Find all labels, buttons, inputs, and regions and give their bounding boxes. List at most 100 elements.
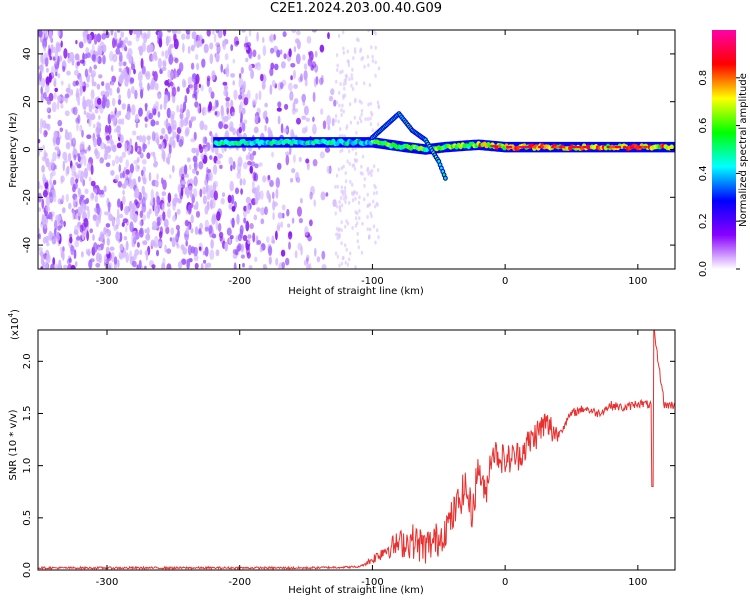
noise-blob [281,204,286,211]
noise-blob [97,104,102,109]
noise-blob [342,192,345,197]
noise-blob [363,64,366,69]
noise-blob [229,235,234,240]
noise-blob [118,94,121,100]
noise-blob [125,225,128,233]
noise-blob [136,157,140,163]
trace-point [556,145,560,149]
noise-blob [114,31,117,40]
noise-blob [230,73,236,78]
noise-blob [44,182,49,189]
noise-blob [137,165,140,170]
noise-blob [290,75,293,81]
noise-blob [336,63,339,68]
trace-point [583,145,587,149]
colorbar-tick-label: 0.4 [698,165,709,181]
x-tick-label: 0 [502,276,508,287]
noise-blob [75,161,79,166]
noise-blob [71,58,75,64]
trace-point [636,145,640,149]
noise-blob [171,87,177,97]
noise-blob [154,180,159,188]
noise-blob [193,37,197,48]
noise-blob [372,199,375,204]
noise-blob [237,243,242,252]
trace-point [492,145,497,148]
noise-blob [186,87,190,95]
noise-blob [248,265,253,269]
noise-blob [96,136,102,147]
noise-blob [293,154,296,164]
noise-blob [312,123,317,135]
noise-blob [344,260,347,265]
noise-blob [181,33,186,40]
noise-blob [45,196,51,207]
noise-blob [246,89,251,100]
noise-blob [44,57,49,67]
noise-blob [324,147,331,153]
noise-blob [376,168,380,173]
noise-blob [187,244,192,256]
noise-blob [211,233,217,239]
noise-blob [296,117,301,125]
noise-blob [215,160,221,165]
noise-blob [367,63,370,68]
noise-blob [354,196,357,201]
noise-blob [64,110,70,117]
noise-blob [57,147,60,155]
noise-blob [136,30,141,39]
noise-blob [283,53,287,60]
noise-blob [256,240,262,245]
noise-blob [55,71,58,77]
noise-blob [45,96,50,102]
noise-blob [304,79,308,87]
noise-blob [319,44,325,53]
noise-blob [146,152,151,159]
secondary-trace-point [442,173,446,177]
noise-blob [85,47,90,54]
noise-blob [154,82,159,91]
noise-blob [41,165,45,173]
noise-blob [304,226,309,236]
noise-blob [351,76,354,81]
noise-blob [346,49,349,54]
noise-blob [93,64,97,70]
noise-blob [228,237,232,245]
colorbar-tick-label: 0.8 [698,70,709,86]
noise-blob [201,38,205,44]
noise-blob [141,159,147,165]
noise-blob [175,224,180,231]
noise-blob [150,239,155,247]
noise-blob [109,50,114,62]
noise-blob [50,65,55,77]
noise-blob [102,54,106,65]
noise-blob [118,253,124,260]
noise-blob [166,107,171,119]
noise-blob [48,30,53,40]
noise-blob [89,98,94,108]
noise-blob [353,157,357,162]
spectrogram-x-label: Height of straight line (km) [288,286,424,297]
noise-blob [171,124,177,131]
noise-blob [245,196,251,204]
noise-blob [150,119,156,127]
noise-blob [235,40,240,45]
noise-blob [220,109,225,120]
noise-blob [216,211,221,222]
trace-point [495,145,500,148]
noise-blob [373,191,376,196]
noise-blob [336,226,339,231]
noise-blob [262,45,267,57]
noise-blob [212,182,217,193]
noise-blob [39,70,42,82]
noise-blob [131,232,137,244]
noise-blob [356,120,360,125]
noise-blob [38,181,41,190]
noise-blob [165,226,170,235]
noise-blob [157,241,163,248]
noise-blob [153,71,158,82]
noise-blob [137,71,143,82]
figure-title: C2E1.2024.203.00.40.G09 [269,1,443,16]
noise-blob [70,244,74,256]
noise-blob [83,199,89,205]
